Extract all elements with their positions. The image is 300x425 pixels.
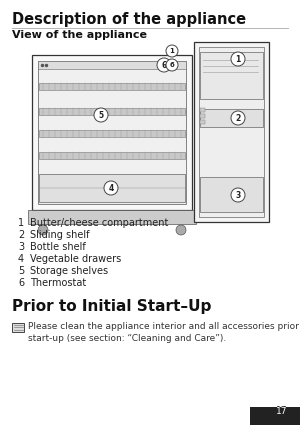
Text: 17: 17 [275,406,287,415]
Bar [32,55,192,210]
Bar [200,114,205,118]
Bar [200,109,263,127]
Bar [200,52,263,99]
Text: Storage shelves: Storage shelves [30,266,108,276]
Text: 3: 3 [236,190,241,199]
Bar [28,210,196,224]
Text: 6: 6 [18,278,24,288]
Text: Butter/cheese compartment: Butter/cheese compartment [30,218,168,228]
Circle shape [157,58,171,72]
Bar [39,152,185,159]
Text: 3: 3 [18,242,24,252]
Circle shape [94,108,108,122]
Text: Prior to Initial Start–Up: Prior to Initial Start–Up [12,299,211,314]
Text: 5: 5 [18,266,24,276]
Text: 2: 2 [236,113,241,122]
Text: Thermostat: Thermostat [30,278,86,288]
Bar [199,47,264,217]
Bar [39,108,185,115]
Text: 1: 1 [169,48,174,54]
Bar [194,42,269,222]
Text: View of the appliance: View of the appliance [12,30,147,40]
Text: Bottle shelf: Bottle shelf [30,242,86,252]
Text: 6: 6 [161,60,166,70]
Circle shape [231,188,245,202]
Text: Vegetable drawers: Vegetable drawers [30,254,121,264]
Bar [38,61,186,204]
Text: 4: 4 [18,254,24,264]
Text: 1: 1 [236,54,241,63]
Bar [39,174,185,202]
Circle shape [38,225,48,235]
Circle shape [231,52,245,66]
Bar [39,83,185,90]
Circle shape [166,45,178,57]
Circle shape [231,111,245,125]
Circle shape [104,181,118,195]
Text: 6: 6 [169,62,174,68]
Text: start-up (see section: “Cleaning and Care”).: start-up (see section: “Cleaning and Car… [28,334,226,343]
Text: Description of the appliance: Description of the appliance [12,12,246,27]
Circle shape [166,59,178,71]
Text: Please clean the appliance interior and all accessories prior to initial: Please clean the appliance interior and … [28,322,300,331]
Bar [39,130,185,137]
Text: 2: 2 [18,230,24,240]
Bar [12,323,24,332]
Text: 4: 4 [108,184,114,193]
Bar [38,61,186,69]
Bar [200,177,263,212]
Text: 5: 5 [98,110,104,119]
Bar [200,108,205,112]
Text: Sliding shelf: Sliding shelf [30,230,89,240]
Bar [200,120,205,124]
Bar [250,407,300,425]
Text: 1: 1 [18,218,24,228]
Circle shape [176,225,186,235]
Text: 17: 17 [275,407,287,416]
